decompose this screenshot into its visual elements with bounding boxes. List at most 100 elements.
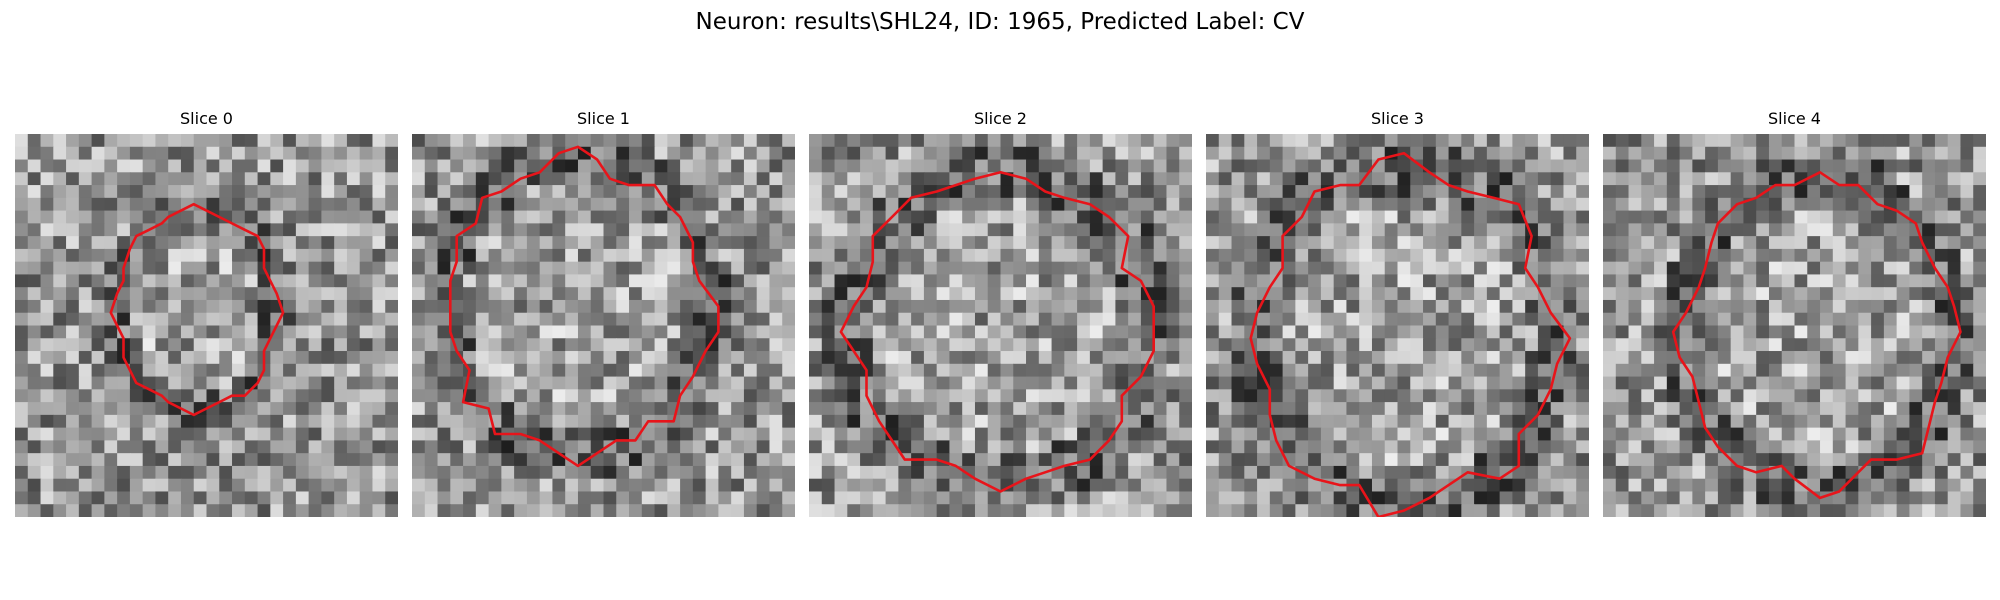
- pixel-cell: [27, 351, 42, 365]
- pixel-cell: [1140, 146, 1155, 161]
- pixel-cell: [257, 325, 271, 339]
- pixel-cell: [1026, 351, 1040, 365]
- pixel-cell: [1896, 185, 1910, 199]
- pixel-cell: [577, 274, 592, 288]
- pixel-cell: [987, 414, 1002, 429]
- pixel-cell: [974, 287, 989, 301]
- pixel-cell: [809, 491, 823, 505]
- pixel-cell: [1295, 172, 1309, 186]
- pixel-cell: [27, 338, 42, 352]
- pixel-cell: [514, 274, 528, 288]
- pixel-cell: [193, 453, 208, 467]
- pixel-cell: [129, 363, 144, 378]
- pixel-cell: [1295, 261, 1309, 276]
- pixel-cell: [40, 440, 54, 454]
- pixel-cell: [680, 312, 694, 327]
- pixel-cell: [359, 134, 374, 148]
- pixel-cell: [1435, 287, 1450, 301]
- pixel-cell: [1089, 261, 1104, 276]
- pixel-cell: [1461, 351, 1475, 365]
- pixel-cell: [1794, 248, 1808, 263]
- pixel-cell: [424, 248, 439, 263]
- pixel-cell: [654, 236, 668, 250]
- pixel-cell: [1743, 287, 1757, 301]
- pixel-cell: [629, 338, 643, 352]
- pixel-cell: [129, 312, 144, 327]
- pixel-cell: [847, 453, 861, 467]
- pixel-cell: [1756, 261, 1770, 276]
- pixel-cell: [1973, 185, 1986, 199]
- pixel-cell: [514, 236, 528, 250]
- pixel-cell: [346, 389, 361, 403]
- pixel-cell: [680, 491, 694, 505]
- pixel-cell: [450, 414, 464, 429]
- pixel-cell: [1628, 197, 1642, 212]
- pixel-cell: [552, 172, 566, 186]
- pixel-cell: [321, 197, 335, 212]
- pixel-cell: [1525, 351, 1539, 365]
- pixel-cell: [1666, 312, 1681, 327]
- pixel-cell: [1206, 363, 1220, 378]
- pixel-cell: [295, 363, 310, 378]
- pixel-cell: [1359, 299, 1373, 314]
- pixel-cell: [1257, 465, 1271, 480]
- pixel-cell: [1410, 197, 1424, 212]
- pixel-cell: [1768, 223, 1783, 237]
- pixel-cell: [1934, 159, 1949, 173]
- pixel-cell: [475, 146, 490, 161]
- pixel-cell: [1218, 427, 1233, 441]
- pixel-cell: [1153, 274, 1168, 288]
- pixel-cell: [1883, 185, 1898, 199]
- pixel-cell: [1615, 491, 1630, 505]
- pixel-cell: [847, 325, 861, 339]
- pixel-cell: [1512, 172, 1526, 186]
- pixel-cell: [1768, 325, 1783, 339]
- pixel-cell: [1435, 248, 1450, 263]
- pixel-cell: [1499, 210, 1513, 224]
- pixel-cell: [488, 312, 502, 327]
- pixel-cell: [437, 491, 451, 505]
- pixel-cell: [129, 197, 144, 212]
- pixel-cell: [437, 465, 451, 480]
- pixel-cell: [40, 299, 54, 314]
- pixel-cell: [834, 299, 848, 314]
- pixel-cell: [756, 299, 771, 314]
- pixel-cell: [1603, 197, 1617, 212]
- pixel-cell: [437, 236, 451, 250]
- pixel-cell: [1077, 402, 1091, 416]
- pixel-cell: [782, 453, 795, 467]
- pixel-cell: [219, 427, 233, 441]
- pixel-cell: [257, 376, 271, 390]
- pixel-cell: [603, 414, 617, 429]
- pixel-cell: [1128, 210, 1142, 224]
- pixel-cell: [1717, 185, 1732, 199]
- pixel-cell: [756, 172, 771, 186]
- pixel-cell: [526, 491, 541, 505]
- pixel-cell: [692, 287, 707, 301]
- pixel-cell: [1359, 376, 1373, 390]
- pixel-cell: [1615, 312, 1630, 327]
- pixel-cell: [475, 287, 490, 301]
- pixel-cell: [1947, 440, 1962, 454]
- pixel-cell: [1346, 236, 1360, 250]
- pixel-cell: [1038, 338, 1053, 352]
- pixel-cell: [1883, 465, 1898, 480]
- pixel-cell: [1486, 299, 1501, 314]
- pixel-cell: [244, 389, 259, 403]
- pixel-cell: [834, 440, 848, 454]
- pixel-cell: [346, 312, 361, 327]
- pixel-cell: [1666, 223, 1681, 237]
- pixel-cell: [104, 376, 118, 390]
- pixel-cell: [821, 159, 836, 173]
- pixel-cell: [1628, 185, 1642, 199]
- pixel-cell: [129, 274, 144, 288]
- pixel-cell: [590, 376, 605, 390]
- pixel-cell: [769, 159, 783, 173]
- pixel-cell: [27, 134, 42, 148]
- pixel-cell: [692, 197, 707, 212]
- pixel-cell: [78, 172, 93, 186]
- pixel-cell: [616, 363, 630, 378]
- pixel-cell: [53, 274, 67, 288]
- pixel-cell: [1486, 351, 1501, 365]
- pixel-cell: [1038, 402, 1053, 416]
